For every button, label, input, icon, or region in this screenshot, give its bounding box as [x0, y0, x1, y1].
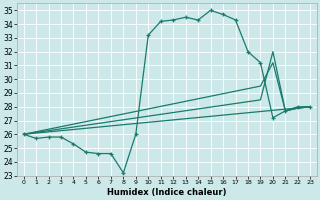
X-axis label: Humidex (Indice chaleur): Humidex (Indice chaleur): [107, 188, 227, 197]
